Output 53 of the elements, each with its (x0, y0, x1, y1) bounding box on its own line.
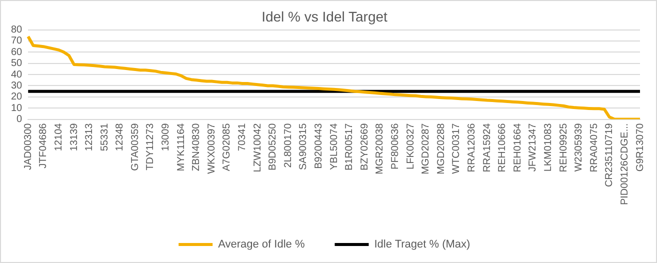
legend-label: Average of Idle % (218, 238, 305, 251)
x-tick-label: GTA00359 (130, 122, 141, 171)
x-tick-label: LKM01083 (542, 122, 554, 172)
y-tick-label: 50 (11, 58, 23, 70)
x-tick-label: 70341 (237, 122, 248, 152)
x-tick-label: CR235110719 (604, 122, 616, 188)
x-tick-label: 12348 (114, 122, 126, 152)
x-tick-label: LZW10042 (252, 122, 264, 172)
x-tick-label: 12313 (84, 122, 96, 152)
y-tick-label: 60 (11, 46, 23, 58)
x-tick-label: REH10666 (497, 122, 508, 172)
chart-title: Idel % vs Idel Target (262, 8, 388, 24)
y-tick-label: 40 (11, 69, 23, 80)
x-tick-label: MGD20288 (436, 122, 447, 174)
x-tick-label: RRA15924 (482, 122, 493, 172)
x-tick-label: 55331 (99, 122, 110, 152)
x-tick-label: RRA12036 (466, 122, 478, 172)
x-tick-label: A7G02085 (222, 122, 233, 172)
y-tick-label: 70 (11, 36, 23, 47)
x-tick-label: JAD00300 (22, 122, 34, 170)
x-tick-label: REH01664 (512, 122, 524, 172)
x-tick-label: 13139 (68, 122, 80, 152)
x-tick-label: 13009 (160, 122, 172, 152)
x-tick-label: BZY02669 (359, 122, 370, 171)
legend-label: Idle Traget % (Max) (374, 238, 470, 251)
x-tick-label: WTC00317 (451, 122, 462, 174)
x-tick-label: MYK11164 (176, 122, 187, 172)
x-tick-label: 2L800170 (282, 122, 294, 168)
x-tick-label: MGD20287 (420, 122, 432, 174)
x-tick-label: TDY11273 (145, 122, 156, 170)
x-tick-label: JTF04686 (38, 122, 50, 168)
x-tick-label: REH09925 (558, 122, 570, 172)
x-tick-label: JFW21347 (528, 122, 539, 172)
x-tick-label: 12104 (53, 122, 64, 152)
y-tick-label: 20 (11, 92, 23, 103)
x-tick-label: PID00126CDGE... (619, 123, 630, 206)
x-tick-label: YBL50074 (328, 122, 340, 170)
x-tick-label: B9D05250 (268, 122, 279, 171)
y-tick-label: 10 (11, 102, 23, 114)
x-tick-label: B1R00517 (344, 122, 356, 171)
x-tick-label: RRA04075 (588, 122, 600, 172)
y-tick-label: 30 (11, 80, 23, 92)
x-tick-label: LFK00327 (405, 122, 416, 170)
x-tick-label: WKX00397 (206, 122, 218, 174)
x-tick-label: G9R13070 (634, 122, 646, 172)
x-tick-label: B9200443 (314, 122, 325, 169)
y-tick-label: 80 (11, 24, 23, 36)
y-tick-label: 0 (16, 114, 23, 126)
x-tick-label: ZBN40830 (191, 122, 202, 172)
x-tick-label: SA900315 (298, 122, 310, 170)
x-tick-label: PF800636 (390, 122, 401, 170)
x-tick-label: MGR20038 (374, 122, 386, 174)
x-tick-label: W2305939 (574, 122, 585, 172)
